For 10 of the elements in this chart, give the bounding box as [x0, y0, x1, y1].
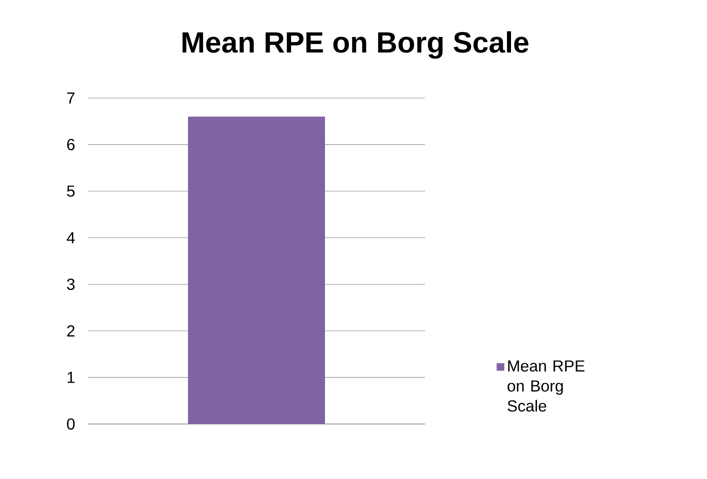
y-tick-label: 5: [67, 186, 75, 197]
y-tick-label: 7: [67, 92, 74, 104]
chart-title: Mean RPE on Borg Scale: [182, 31, 528, 59]
y-tick-label: 6: [67, 138, 75, 150]
y-tick-label: 3: [67, 278, 75, 290]
y-tick-label: 4: [66, 232, 75, 244]
y-tick-label: 1: [68, 372, 75, 383]
legend-label: Mean RPE on Borg Scale: [508, 360, 584, 412]
y-tick-label: 0: [67, 418, 75, 430]
y-tick-label: 2: [67, 325, 74, 336]
